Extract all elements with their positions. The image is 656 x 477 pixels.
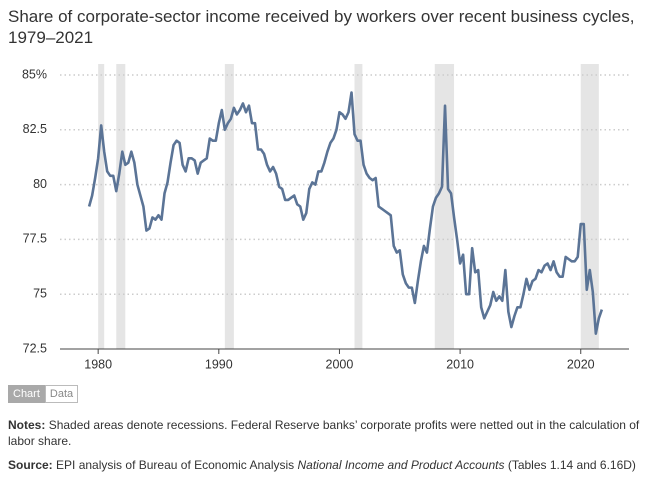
source: Source: EPI analysis of Bureau of Econom… — [8, 457, 653, 473]
x-tick-label: 2010 — [446, 357, 474, 371]
y-tick-label: 72.5 — [23, 341, 47, 355]
source-tail: (Tables 1.14 and 6.16D) — [504, 458, 636, 472]
source-title: National Income and Product Accounts — [297, 458, 505, 472]
y-tick-label: 82.5 — [23, 122, 47, 136]
notes-label: Notes: — [8, 418, 46, 432]
y-tick-label: 77.5 — [23, 232, 47, 246]
recession-band — [116, 64, 126, 349]
tabs: Chart Data — [8, 385, 79, 403]
recession-band — [434, 64, 455, 349]
notes-text: Shaded areas denote recessions. Federal … — [8, 418, 640, 448]
tab-data[interactable]: Data — [44, 385, 79, 403]
x-tick-label: 1980 — [84, 357, 112, 371]
tab-chart[interactable]: Chart — [8, 385, 45, 403]
chart: 72.5 75 77.5 80 82.5 85% 1980 1990 2000 2010 2020 — [22, 64, 629, 371]
recession-band — [224, 64, 234, 349]
x-tick-label: 2020 — [567, 357, 595, 371]
chart-title: Share of corporate-sector income receive… — [8, 7, 635, 47]
y-tick-label: 85% — [22, 67, 47, 81]
recession-band — [98, 64, 105, 349]
source-text: EPI analysis of Bureau of Economic Analy… — [56, 458, 298, 472]
recession-band — [580, 64, 599, 349]
x-tick-label: 1990 — [205, 357, 233, 371]
y-tick-label: 75 — [33, 286, 47, 300]
series-line — [87, 91, 604, 335]
x-tick-label: 2000 — [326, 357, 354, 371]
notes: Notes: Shaded areas denote recessions. F… — [8, 417, 648, 449]
source-label: Source: — [8, 458, 53, 472]
recession-band — [354, 64, 363, 349]
y-tick-label: 80 — [33, 177, 47, 191]
